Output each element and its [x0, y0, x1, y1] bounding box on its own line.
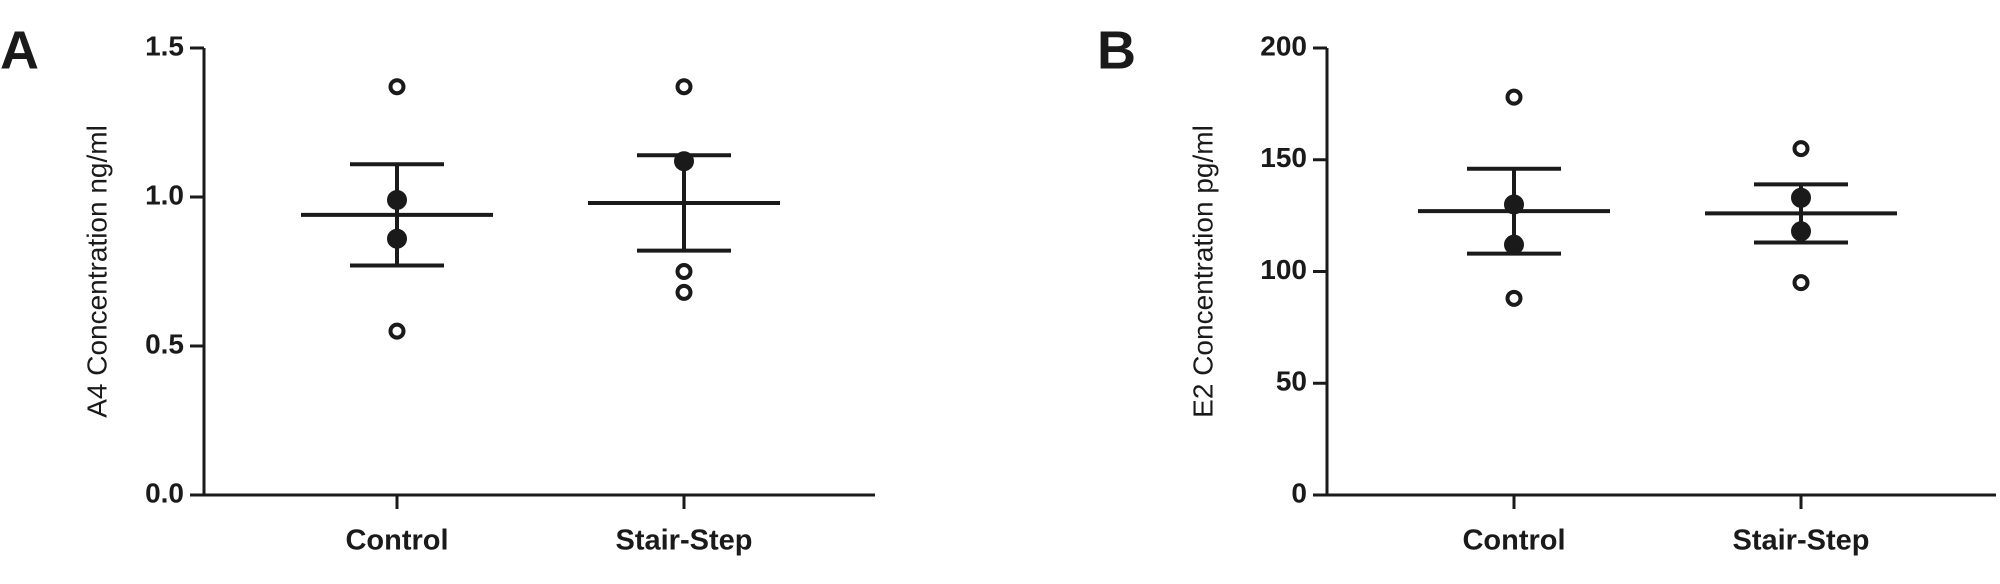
panel-label: B [1097, 20, 1136, 80]
x-tick-label: Control [1462, 525, 1565, 557]
data-point [675, 78, 693, 96]
y-tick-label: 200 [1260, 30, 1307, 61]
data-point [1504, 194, 1524, 215]
data-point [675, 263, 693, 280]
y-axis-label: E2 Concentration pg/ml [1187, 125, 1218, 418]
data-point [674, 151, 694, 172]
y-tick-label: 100 [1260, 254, 1307, 285]
y-tick-label: 0.5 [145, 328, 184, 359]
x-tick-label: Stair-Step [616, 525, 753, 557]
x-tick-label: Control [345, 525, 448, 557]
data-point [675, 283, 693, 301]
y-tick-label: 150 [1260, 142, 1307, 173]
y-tick-label: 0 [1291, 477, 1307, 508]
y-tick-label: 1.5 [145, 30, 184, 61]
data-point [1792, 274, 1810, 292]
data-point [1791, 221, 1811, 242]
data-point [1504, 234, 1524, 255]
data-point [388, 322, 406, 340]
y-axis-label: A4 Concentration ng/ml [81, 125, 112, 418]
panel-label: A [0, 20, 39, 80]
data-point [387, 228, 407, 249]
data-point [1791, 187, 1811, 208]
data-point [1792, 140, 1810, 158]
x-tick-label: Stair-Step [1733, 525, 1870, 557]
data-point [388, 78, 406, 96]
data-point [1505, 88, 1523, 106]
y-tick-label: 50 [1276, 366, 1307, 397]
y-tick-label: 0.0 [145, 477, 184, 508]
data-point [387, 189, 407, 210]
data-point [1505, 289, 1523, 307]
y-tick-label: 1.0 [145, 179, 184, 210]
